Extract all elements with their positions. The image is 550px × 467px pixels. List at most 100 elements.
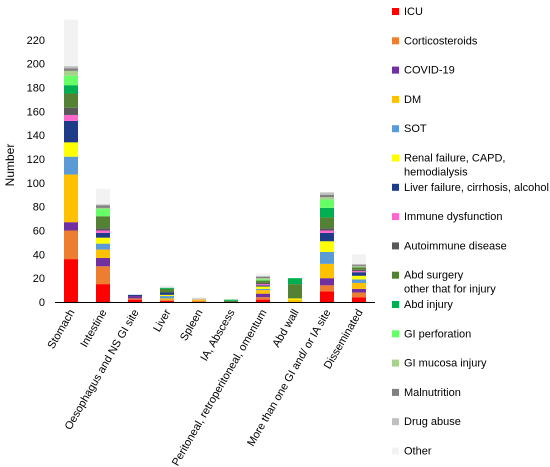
legend-item: Renal failure, CAPD, hemodialysis — [392, 153, 506, 179]
legend-label: Other — [404, 446, 432, 458]
bar-segment — [64, 174, 78, 223]
bar-segment — [256, 276, 270, 279]
bar-segment — [64, 19, 78, 67]
x-tick-label: Spleen — [178, 308, 206, 344]
legend-item: Abd surgery other that for injury — [392, 270, 496, 296]
legend-item: Malnutrition — [392, 387, 461, 399]
legend-swatch — [392, 66, 399, 74]
legend-item: GI perforation — [392, 328, 471, 340]
y-tick-label: 180 — [27, 83, 45, 95]
legend-swatch — [392, 271, 399, 279]
bar-segment — [320, 194, 334, 198]
bar-segment — [320, 291, 334, 302]
bar-segment — [352, 269, 366, 272]
legend-item: Liver failure, cirrhosis, alcohol — [392, 182, 549, 194]
bar-segment — [64, 230, 78, 260]
legend-swatch — [392, 359, 399, 367]
legend-label: Liver failure, cirrhosis, alcohol — [404, 182, 549, 194]
legend-swatch — [392, 213, 399, 221]
bar-segment — [320, 232, 334, 242]
bar-segment — [256, 282, 270, 285]
legend-label: Immune dysfunction — [404, 211, 502, 223]
bar-segment — [256, 273, 270, 276]
bar-segment — [96, 216, 110, 229]
legend-swatch — [392, 388, 399, 396]
legend-label: ICU — [404, 6, 423, 18]
bar-stack — [128, 294, 142, 302]
bar-segment — [288, 284, 302, 299]
bar-stack — [320, 192, 334, 302]
bar-segment — [224, 299, 238, 301]
bar-stack — [256, 273, 270, 302]
legend-label: SOT — [404, 123, 427, 135]
bar-segment — [192, 298, 206, 300]
bar-segment — [320, 228, 334, 231]
legend-swatch — [392, 125, 399, 133]
bar-segment — [64, 259, 78, 302]
bar-segment — [96, 237, 110, 244]
bar-segment — [160, 285, 174, 288]
bar-segment — [256, 285, 270, 287]
bar-segment — [256, 275, 270, 277]
legend-item: Immune dysfunction — [392, 211, 502, 223]
bar-stack — [96, 188, 110, 302]
bar-segment — [128, 299, 142, 302]
legend-swatch — [392, 301, 399, 308]
y-tick-label: 0 — [39, 297, 45, 309]
bar-segment — [352, 292, 366, 298]
legend-item: ICU — [392, 6, 423, 18]
y-tick-label: 100 — [27, 178, 45, 190]
bar-segment — [320, 278, 334, 286]
bar-segment — [160, 287, 174, 289]
legend-swatch — [392, 154, 399, 162]
bar-segment — [320, 230, 334, 233]
bar-segment — [256, 286, 270, 289]
legend-label: GI perforation — [404, 328, 471, 340]
legend-item: DM — [392, 94, 421, 106]
bar-segment — [128, 298, 142, 300]
bar-segment — [64, 107, 78, 115]
bar-segment — [352, 275, 366, 280]
bar-segment — [320, 217, 334, 229]
y-tick-label: 80 — [33, 202, 45, 214]
y-tick-label: 220 — [27, 35, 45, 47]
bar-segment — [192, 297, 206, 299]
y-tick-label: 160 — [27, 106, 45, 118]
legend-label: Malnutrition — [404, 387, 461, 399]
legend-label: Autoimmune disease — [404, 240, 507, 252]
bar-segment — [64, 75, 78, 86]
bar-segment — [288, 298, 302, 300]
bar-segment — [352, 272, 366, 276]
plot-area — [64, 19, 366, 302]
bar-segment — [128, 294, 142, 297]
bar-stack — [64, 19, 78, 302]
bar-segment — [256, 297, 270, 300]
legend-swatch — [392, 37, 399, 45]
bar-stack — [288, 278, 302, 302]
legend-item: GI mucosa injury — [392, 358, 487, 370]
bar-segment — [352, 265, 366, 267]
bar-segment — [64, 114, 78, 121]
bar-stack — [160, 285, 174, 302]
y-tick-label: 140 — [27, 130, 45, 142]
legend-swatch — [392, 8, 399, 15]
legend-swatch — [392, 242, 399, 250]
bar-segment — [352, 282, 366, 289]
y-axis-ticks: 0 20 40 60 80 100 120 140 160 180 200 220 — [27, 35, 45, 309]
legend-item: Autoimmune disease — [392, 240, 507, 252]
bar-segment — [320, 207, 334, 218]
y-tick-label: 40 — [33, 249, 45, 261]
bar-segment — [352, 267, 366, 270]
bar-segment — [160, 299, 174, 301]
bar-segment — [96, 257, 110, 267]
legend-item: Corticosteroids — [392, 35, 478, 47]
legend-label: Renal failure, CAPD, hemodialysis — [404, 153, 506, 179]
x-tick-label: Stomach — [45, 308, 77, 352]
bar-segment — [160, 296, 174, 299]
bar-segment — [64, 70, 78, 76]
bar-segment — [96, 207, 110, 210]
y-axis-label: Number — [3, 144, 17, 187]
bar-segment — [64, 66, 78, 69]
bar-segment — [352, 254, 366, 264]
